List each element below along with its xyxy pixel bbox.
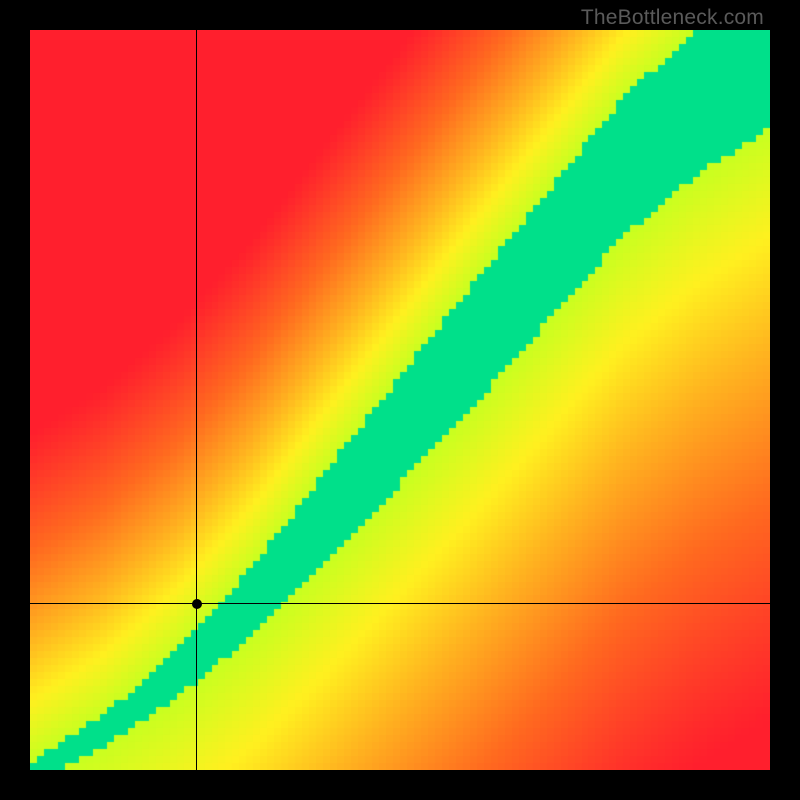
watermark-label: TheBottleneck.com xyxy=(581,6,764,30)
bottleneck-heatmap xyxy=(30,30,770,770)
crosshair-horizontal xyxy=(30,603,770,604)
crosshair-vertical xyxy=(196,30,197,770)
data-point-marker xyxy=(192,599,202,609)
